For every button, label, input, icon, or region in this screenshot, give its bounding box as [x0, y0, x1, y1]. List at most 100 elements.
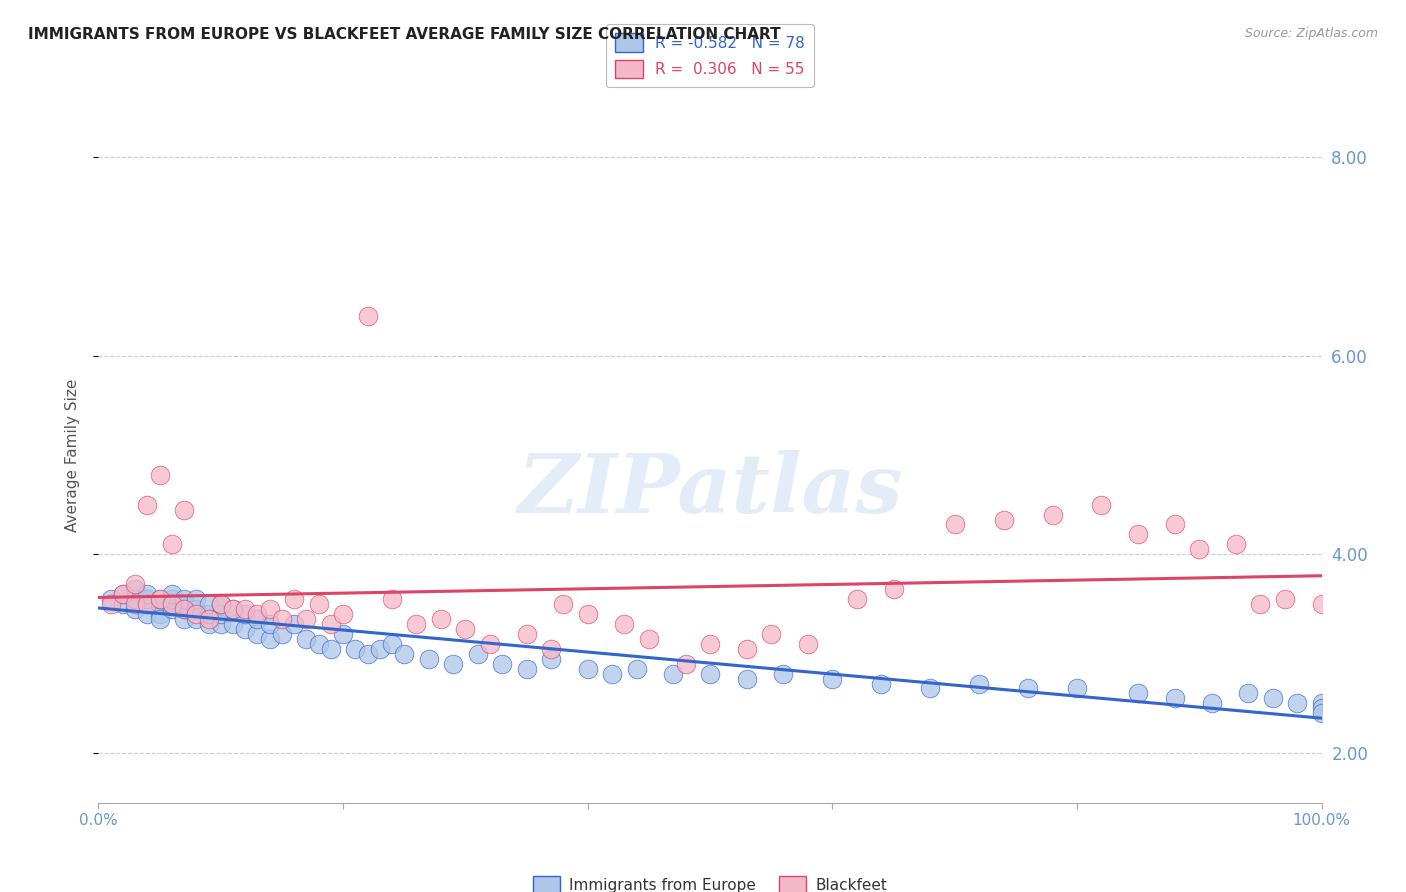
Point — [111, 587, 134, 601]
Point — [283, 592, 305, 607]
Point — [149, 597, 172, 611]
Point — [883, 582, 905, 596]
Point — [149, 607, 172, 621]
Point — [173, 602, 195, 616]
Point — [149, 467, 172, 482]
Text: ZIPatlas: ZIPatlas — [517, 450, 903, 530]
Point — [197, 607, 219, 621]
Point — [1286, 697, 1309, 711]
Point — [454, 622, 477, 636]
Point — [540, 651, 562, 665]
Point — [136, 592, 159, 607]
Point — [136, 597, 159, 611]
Point — [124, 602, 146, 616]
Point — [124, 577, 146, 591]
Point — [1310, 697, 1333, 711]
Point — [259, 632, 281, 646]
Point — [295, 612, 318, 626]
Point — [197, 612, 219, 626]
Point — [356, 309, 378, 323]
Point — [308, 597, 330, 611]
Point — [1225, 537, 1247, 551]
Point — [111, 597, 134, 611]
Point — [246, 607, 269, 621]
Point — [735, 672, 758, 686]
Point — [1128, 527, 1150, 541]
Point — [149, 612, 172, 626]
Point — [1237, 686, 1260, 700]
Point — [186, 612, 208, 626]
Point — [1201, 697, 1223, 711]
Point — [160, 587, 183, 601]
Point — [491, 657, 513, 671]
Point — [1164, 517, 1187, 532]
Point — [270, 627, 294, 641]
Point — [699, 666, 721, 681]
Point — [761, 627, 783, 641]
Point — [332, 607, 354, 621]
Point — [699, 637, 721, 651]
Point — [392, 647, 416, 661]
Point — [626, 662, 648, 676]
Point — [308, 637, 330, 651]
Point — [553, 597, 575, 611]
Point — [772, 666, 794, 681]
Text: IMMIGRANTS FROM EUROPE VS BLACKFEET AVERAGE FAMILY SIZE CORRELATION CHART: IMMIGRANTS FROM EUROPE VS BLACKFEET AVER… — [28, 27, 780, 42]
Point — [136, 607, 159, 621]
Point — [797, 637, 820, 651]
Point — [1164, 691, 1187, 706]
Point — [124, 597, 146, 611]
Y-axis label: Average Family Size: Average Family Size — [65, 378, 80, 532]
Point — [209, 616, 232, 631]
Point — [136, 587, 159, 601]
Point — [233, 602, 256, 616]
Point — [197, 597, 219, 611]
Point — [270, 612, 294, 626]
Point — [1066, 681, 1088, 696]
Point — [430, 612, 453, 626]
Point — [344, 641, 367, 656]
Point — [920, 681, 942, 696]
Point — [576, 662, 599, 676]
Point — [259, 602, 281, 616]
Point — [233, 607, 256, 621]
Legend: Immigrants from Europe, Blackfeet: Immigrants from Europe, Blackfeet — [526, 870, 894, 892]
Point — [381, 637, 404, 651]
Point — [356, 647, 378, 661]
Point — [319, 616, 342, 631]
Point — [100, 597, 122, 611]
Point — [160, 597, 183, 611]
Point — [418, 651, 440, 665]
Point — [1249, 597, 1271, 611]
Point — [1274, 592, 1296, 607]
Point — [160, 602, 183, 616]
Point — [1310, 706, 1333, 721]
Point — [662, 666, 685, 681]
Point — [173, 502, 195, 516]
Point — [675, 657, 697, 671]
Point — [613, 616, 636, 631]
Point — [222, 602, 245, 616]
Point — [222, 616, 245, 631]
Point — [136, 597, 159, 611]
Point — [160, 537, 183, 551]
Point — [967, 676, 990, 690]
Point — [111, 587, 134, 601]
Point — [173, 612, 195, 626]
Point — [173, 592, 195, 607]
Point — [600, 666, 623, 681]
Point — [100, 592, 122, 607]
Point — [515, 627, 537, 641]
Point — [246, 612, 269, 626]
Point — [870, 676, 893, 690]
Point — [1042, 508, 1064, 522]
Point — [160, 592, 183, 607]
Point — [283, 616, 305, 631]
Point — [1261, 691, 1284, 706]
Point — [943, 517, 966, 532]
Point — [124, 582, 146, 596]
Point — [441, 657, 464, 671]
Text: Source: ZipAtlas.com: Source: ZipAtlas.com — [1244, 27, 1378, 40]
Point — [1128, 686, 1150, 700]
Point — [209, 597, 232, 611]
